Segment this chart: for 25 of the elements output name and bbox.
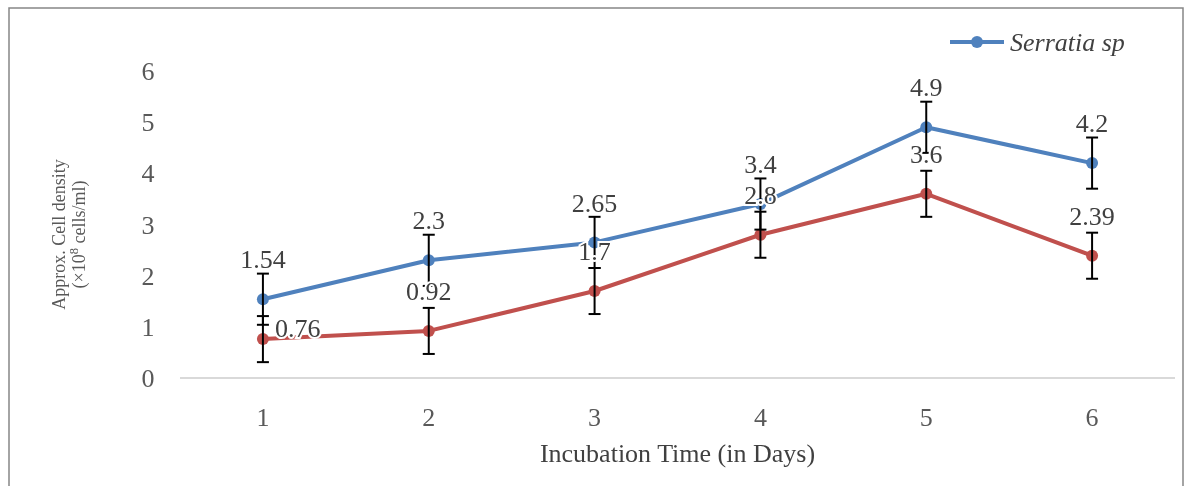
data-label: 2.3 — [412, 206, 445, 236]
x-tick-label: 3 — [588, 403, 602, 432]
x-axis-title: Incubation Time (in Days) — [539, 439, 816, 468]
y-tick-label: 3 — [141, 210, 155, 240]
data-label: 2.39 — [1069, 201, 1115, 231]
data-label: 2.65 — [571, 188, 618, 218]
x-tick-label: 4 — [753, 403, 767, 432]
x-tick-label: 5 — [919, 403, 933, 432]
data-label: 0.76 — [274, 313, 321, 343]
y-tick-label: 1 — [141, 312, 155, 342]
y-tick-label: 2 — [141, 261, 155, 291]
data-label: 3.6 — [910, 139, 943, 169]
data-label: 0.92 — [406, 277, 452, 307]
x-tick-label: 2 — [422, 403, 436, 432]
legend-label: Serratia sp — [1010, 28, 1125, 58]
data-label: 3.4 — [744, 150, 777, 180]
data-label: 4.2 — [1075, 109, 1109, 139]
y-tick-label: 4 — [141, 159, 155, 189]
x-tick-label: 1 — [256, 403, 270, 432]
y-tick-label: 0 — [141, 364, 155, 394]
y-tick-label: 6 — [141, 57, 155, 87]
y-tick-label: 5 — [141, 108, 155, 138]
data-label: 4.9 — [910, 73, 943, 103]
x-tick-label: 6 — [1085, 403, 1099, 432]
data-label: 1.54 — [240, 245, 286, 275]
